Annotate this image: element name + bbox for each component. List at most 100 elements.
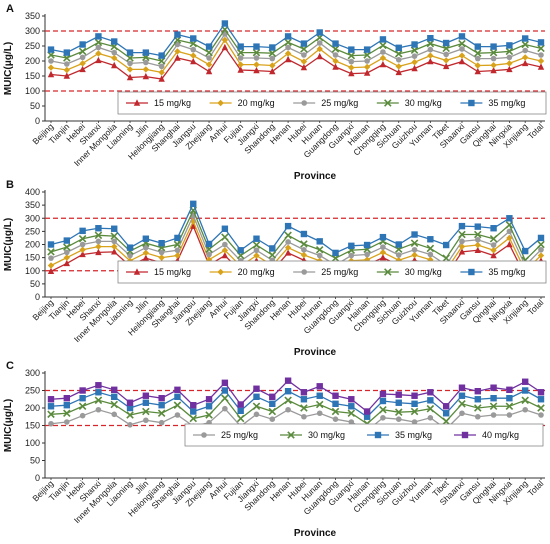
series-1-point-26 — [458, 52, 466, 59]
series-3-point-20 — [363, 408, 371, 415]
series-2-point-21 — [380, 244, 386, 250]
series-2-point-5 — [127, 252, 133, 259]
series-1-point-18 — [332, 57, 339, 65]
series-2-point-21 — [379, 397, 387, 405]
y-tick-label: 300 — [25, 26, 40, 36]
series-1-point-24 — [426, 404, 435, 413]
series-4-point-19 — [348, 242, 355, 250]
legend-3-point-legend — [461, 431, 469, 439]
series-2-point-26 — [459, 238, 465, 245]
y-axis-label: MUIC(μg/L) — [3, 42, 14, 95]
series-3-point-1 — [63, 54, 71, 62]
legend-box — [117, 260, 547, 284]
series-3-point-2 — [78, 47, 87, 56]
series-3-point-31 — [537, 44, 545, 53]
series-0-point-28 — [490, 66, 497, 74]
panel-B: B050100150200250300350400MUIC(μg/L)Beiji… — [3, 179, 547, 358]
series-1-point-5 — [126, 66, 134, 73]
series-3-point-22 — [395, 391, 402, 398]
series-1-point-11 — [221, 247, 229, 254]
series-0-point-13 — [253, 411, 260, 418]
series-4-point-28 — [490, 225, 497, 232]
series-2-point-6 — [143, 59, 149, 66]
series-2-point-5 — [127, 60, 133, 67]
series-3-point-28 — [490, 384, 497, 391]
series-1-point-24 — [427, 52, 434, 59]
series-3-point-11 — [221, 379, 229, 386]
series-1-point-9 — [189, 414, 198, 423]
series-1-point-27 — [474, 62, 481, 69]
series-4-point-25 — [442, 241, 450, 249]
series-1-point-28 — [490, 247, 497, 254]
series-3-point-28 — [489, 234, 498, 243]
series-3-point-2 — [78, 234, 87, 243]
series-2-point-22 — [395, 252, 402, 258]
series-4-point-24 — [427, 236, 434, 243]
series-20-mg/kg — [47, 218, 545, 274]
series-3-point-30 — [521, 378, 529, 385]
series-2-point-12 — [237, 407, 244, 414]
x-axis-label: Province — [294, 528, 337, 539]
series-2-point-23 — [411, 400, 418, 407]
series-2-point-15 — [284, 388, 292, 395]
series-2-point-31 — [538, 246, 544, 253]
series-20-mg/kg — [47, 36, 545, 76]
series-2-point-4 — [111, 393, 118, 400]
series-2-point-14 — [269, 400, 276, 407]
legend-label: 30 mg/kg — [308, 430, 345, 440]
series-0-point-1 — [63, 259, 71, 267]
legend-label: 25 mg/kg — [321, 267, 358, 277]
series-1-point-28 — [489, 402, 498, 411]
series-2-point-19 — [348, 252, 355, 259]
series-0-point-27 — [474, 413, 481, 420]
series-4-point-30 — [521, 247, 529, 255]
panel-letter-B: B — [6, 179, 14, 191]
series-1-point-16 — [300, 251, 308, 259]
series-4-point-8 — [174, 31, 181, 38]
x-axis-label: Province — [294, 347, 337, 358]
y-tick-label: 0 — [35, 292, 40, 302]
series-0-point-18 — [332, 416, 339, 423]
series-30-mg/kg — [47, 25, 545, 65]
series-1-point-10 — [205, 61, 213, 68]
series-2-point-13 — [253, 393, 260, 400]
series-3-point-12 — [236, 48, 245, 57]
panel-C: C050100150200250300MUIC(μg/L)BeijingTian… — [3, 360, 545, 539]
series-0-point-8 — [174, 54, 181, 61]
series-2-point-27 — [474, 236, 481, 243]
series-0-point-22 — [395, 68, 402, 76]
series-0-point-24 — [427, 57, 434, 65]
series-4-point-20 — [363, 241, 371, 249]
series-30-mg/kg — [47, 394, 545, 428]
series-4-point-2 — [79, 41, 86, 48]
series-0-point-15 — [284, 249, 292, 256]
series-1-point-30 — [521, 54, 529, 61]
series-0-point-8 — [174, 412, 181, 418]
series-line — [50, 397, 542, 425]
series-2-point-10 — [205, 403, 213, 410]
legend-0-point-legend — [133, 268, 141, 275]
series-35-mg/kg — [47, 20, 545, 59]
series-4-point-29 — [506, 42, 513, 49]
legend-box — [184, 423, 544, 447]
series-1-point-31 — [537, 404, 545, 412]
series-1-point-12 — [237, 61, 244, 68]
series-0-point-16 — [301, 413, 307, 420]
y-tick-label: 350 — [25, 200, 40, 210]
legend-1-point-legend — [287, 431, 295, 439]
series-1-point-11 — [221, 36, 229, 44]
series-4-point-1 — [63, 49, 71, 56]
series-0-point-0 — [47, 267, 55, 274]
series-1-point-18 — [331, 407, 340, 416]
series-2-point-9 — [190, 46, 197, 53]
legend-label: 30 mg/kg — [405, 267, 442, 277]
legend-2-point-legend — [301, 269, 308, 275]
series-2-point-24 — [427, 46, 434, 53]
series-2-point-25 — [442, 410, 450, 417]
series-0-point-14 — [269, 416, 276, 423]
series-1-point-16 — [300, 404, 308, 412]
panel-A: A050100150200250300350MUIC(μg/L)BeijingT… — [3, 3, 547, 182]
series-4-point-6 — [142, 49, 150, 56]
series-0-point-31 — [538, 412, 544, 418]
series-1-point-7 — [158, 69, 165, 76]
